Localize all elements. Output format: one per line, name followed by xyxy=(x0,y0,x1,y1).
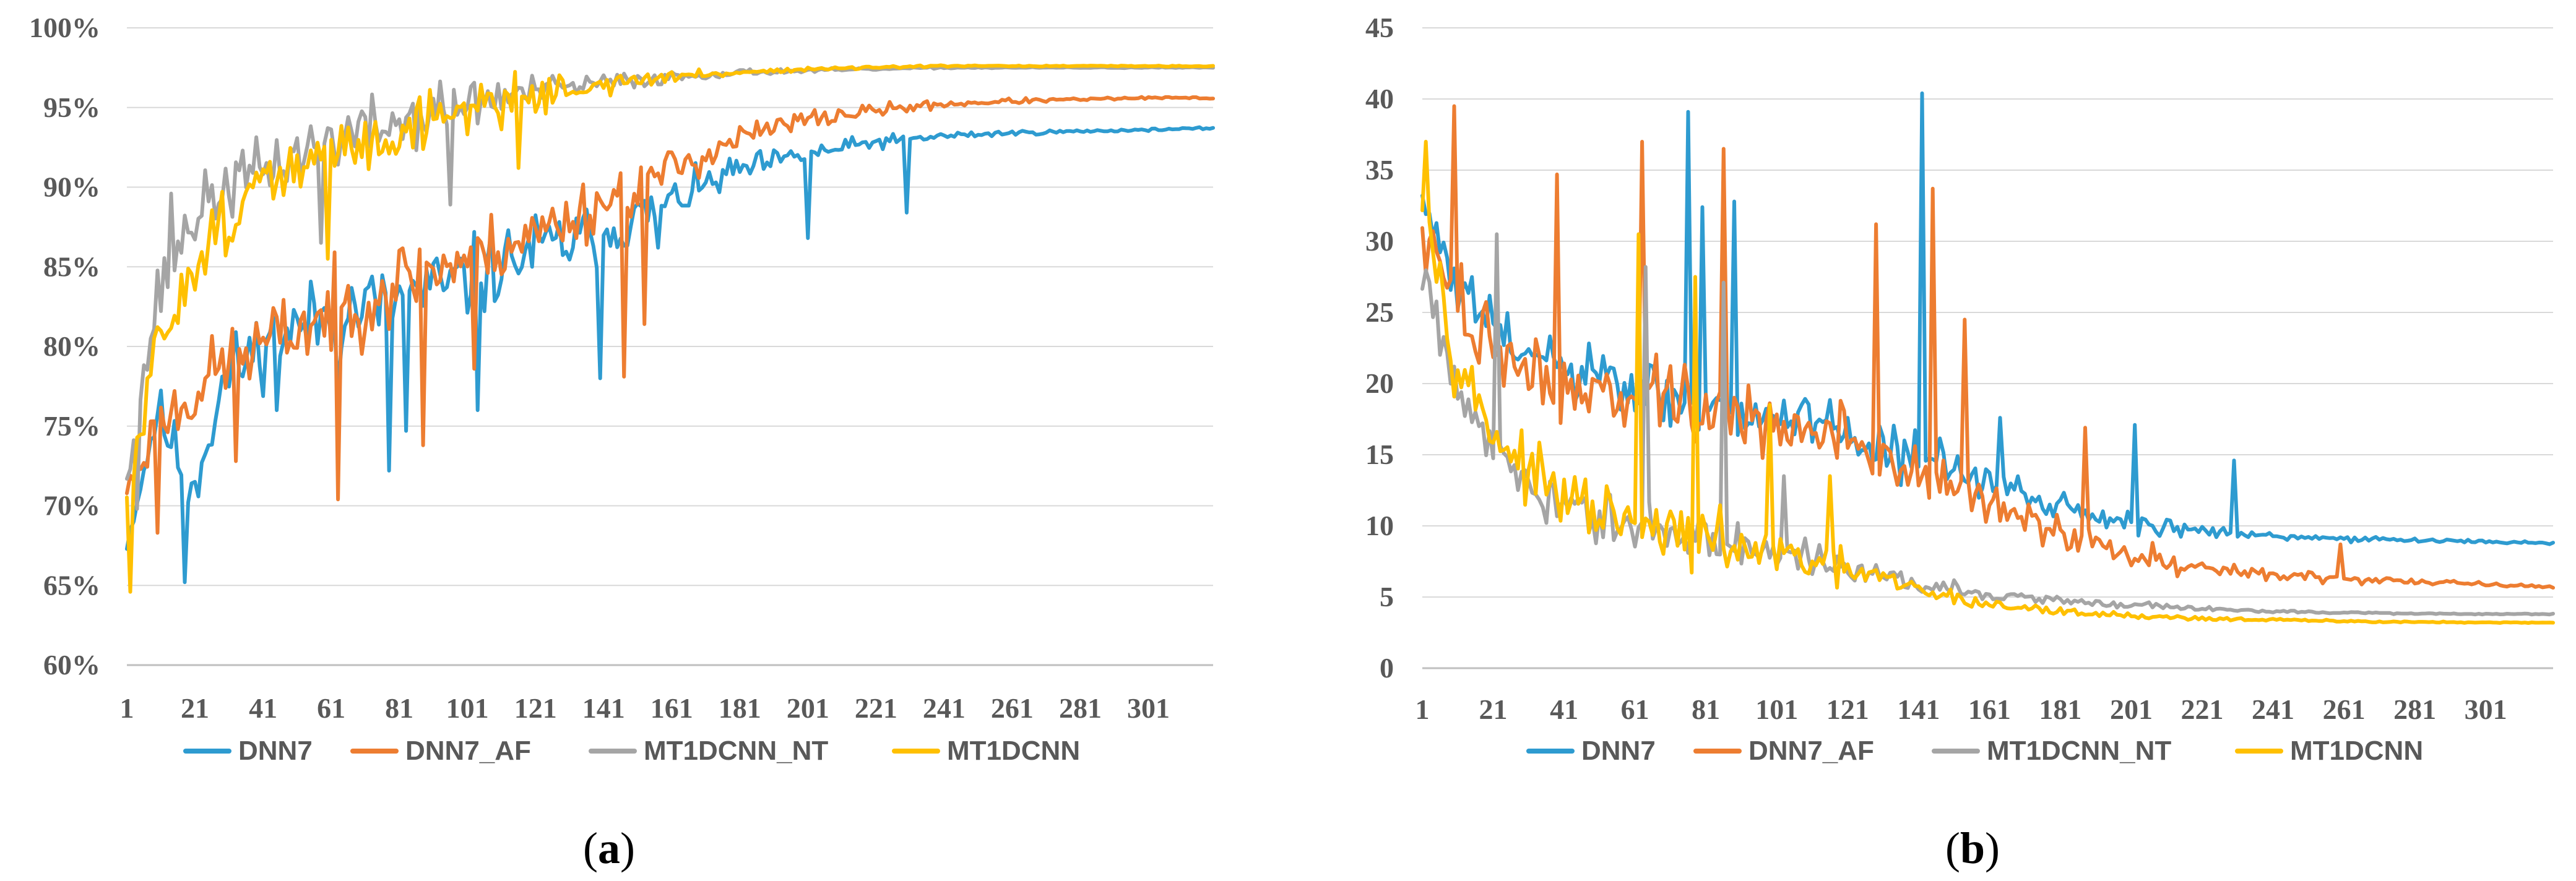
y-tick-label: 45 xyxy=(1365,12,1394,43)
y-gridlines xyxy=(127,27,1213,666)
series-lines xyxy=(125,63,1215,594)
y-gridlines xyxy=(1422,27,2553,669)
series-line-mt1dcnn xyxy=(1420,140,2555,625)
y-tick-label: 100% xyxy=(29,12,100,43)
series-lines xyxy=(1420,91,2555,625)
x-tick-label: 141 xyxy=(582,692,625,724)
x-tick-label: 281 xyxy=(1059,692,1102,724)
x-tick-label: 1 xyxy=(1416,694,1430,725)
series-line-mt1dcnn xyxy=(125,63,1215,594)
y-tick-label: 15 xyxy=(1365,439,1394,470)
x-tick-label: 261 xyxy=(991,692,1034,724)
x-tick-label: 121 xyxy=(1826,694,1869,725)
x-tick-label: 121 xyxy=(514,692,557,724)
x-tick-label: 201 xyxy=(2110,694,2153,725)
legend-label: MT1DCNN xyxy=(947,736,1080,766)
x-tick-label: 201 xyxy=(787,692,829,724)
x-tick-label: 81 xyxy=(385,692,413,724)
x-tick-label: 21 xyxy=(1479,694,1508,725)
x-tick-label: 161 xyxy=(650,692,693,724)
panel-label-a: (a) xyxy=(583,823,635,873)
x-tick-label: 141 xyxy=(1897,694,1940,725)
y-tick-label: 60% xyxy=(43,649,100,681)
y-tick-label: 25 xyxy=(1365,296,1394,328)
x-tick-labels: 1 21 41 61 81 101 121 141 161 181 201 221 241 261 281 3… xyxy=(1416,694,2507,725)
y-tick-label: 5 xyxy=(1380,581,1394,612)
accuracy-chart: 60%65%70%75%80%85%90%95%100% 1 21 41 61 81 10… xyxy=(29,12,1215,873)
x-tick-label: 221 xyxy=(855,692,897,724)
legend-item-mt1dcnn-nt[interactable]: MT1DCNN_NT xyxy=(589,736,828,766)
legend-item-dnn7-af[interactable]: DNN7_AF xyxy=(1693,736,1874,766)
x-tick-label: 241 xyxy=(2252,694,2294,725)
series-line-dnn7 xyxy=(125,125,1215,585)
x-tick-label: 41 xyxy=(1550,694,1578,725)
y-tick-label: 35 xyxy=(1365,154,1394,186)
x-tick-label: 61 xyxy=(1621,694,1649,725)
y-tick-labels: 60% 65% 70% 75% 80% 85% 90% 95% 100% xyxy=(29,12,100,681)
legend-label: DNN7 xyxy=(1581,736,1656,766)
x-tick-label: 181 xyxy=(719,692,761,724)
legend-item-dnn7[interactable]: DNN7 xyxy=(1526,736,1656,766)
series-line-mt1dcnn-nt xyxy=(125,64,1215,511)
series-line-dnn7 xyxy=(1420,91,2555,546)
legend-label: MT1DCNN_NT xyxy=(644,736,828,766)
y-tick-label: 75% xyxy=(43,410,100,442)
x-tick-label: 301 xyxy=(1127,692,1170,724)
y-tick-label: 0 xyxy=(1380,652,1394,684)
legend-label: DNN7 xyxy=(238,736,313,766)
x-tick-labels: 1 21 41 61 81 101 121 141 161 181 201 221 241 261 281 3… xyxy=(120,692,1170,724)
panel-label-b: (b) xyxy=(1945,823,2000,873)
legend-label: MT1DCNN_NT xyxy=(1987,736,2171,766)
y-tick-label: 90% xyxy=(43,171,100,203)
legend-label: DNN7_AF xyxy=(405,736,531,766)
x-tick-label: 101 xyxy=(446,692,489,724)
x-tick-label: 61 xyxy=(317,692,345,724)
legend-item-mt1dcnn[interactable]: MT1DCNN xyxy=(2235,736,2423,766)
series-line-mt1dcnn-nt xyxy=(1420,232,2555,617)
x-tick-label: 81 xyxy=(1692,694,1720,725)
x-tick-label: 281 xyxy=(2393,694,2436,725)
legend-item-dnn7[interactable]: DNN7 xyxy=(183,736,313,766)
y-tick-label: 20 xyxy=(1365,367,1394,399)
y-tick-label: 85% xyxy=(43,251,100,282)
x-tick-label: 261 xyxy=(2323,694,2366,725)
legend-item-mt1dcnn[interactable]: MT1DCNN xyxy=(892,736,1080,766)
series-line-dnn7-af xyxy=(1420,104,2555,590)
x-tick-label: 41 xyxy=(249,692,277,724)
x-tick-label: 301 xyxy=(2465,694,2507,725)
x-tick-label: 161 xyxy=(1968,694,2011,725)
x-tick-label: 221 xyxy=(2181,694,2224,725)
y-tick-label: 70% xyxy=(43,490,100,522)
x-tick-label: 1 xyxy=(120,692,134,724)
y-tick-labels: 0 5 10 15 20 25 30 35 40 45 xyxy=(1365,12,1394,684)
y-tick-label: 40 xyxy=(1365,83,1394,114)
x-tick-label: 21 xyxy=(181,692,209,724)
y-tick-label: 30 xyxy=(1365,225,1394,257)
y-tick-label: 10 xyxy=(1365,510,1394,541)
legend-item-dnn7-af[interactable]: DNN7_AF xyxy=(350,736,531,766)
x-tick-label: 101 xyxy=(1755,694,1798,725)
x-tick-label: 241 xyxy=(923,692,966,724)
legend[interactable]: DNN7 DNN7_AF MT1DCNN_NT MT1DCNN xyxy=(183,736,1080,766)
y-tick-label: 80% xyxy=(43,330,100,362)
legend-item-mt1dcnn-nt[interactable]: MT1DCNN_NT xyxy=(1932,736,2171,766)
series-line-dnn7-af xyxy=(125,95,1215,535)
y-tick-label: 95% xyxy=(43,92,100,123)
y-tick-label: 65% xyxy=(43,569,100,601)
legend-label: MT1DCNN xyxy=(2290,736,2423,766)
legend-label: DNN7_AF xyxy=(1748,736,1874,766)
legend[interactable]: DNN7 DNN7_AF MT1DCNN_NT MT1DCNN xyxy=(1526,736,2423,766)
x-tick-label: 181 xyxy=(2039,694,2081,725)
